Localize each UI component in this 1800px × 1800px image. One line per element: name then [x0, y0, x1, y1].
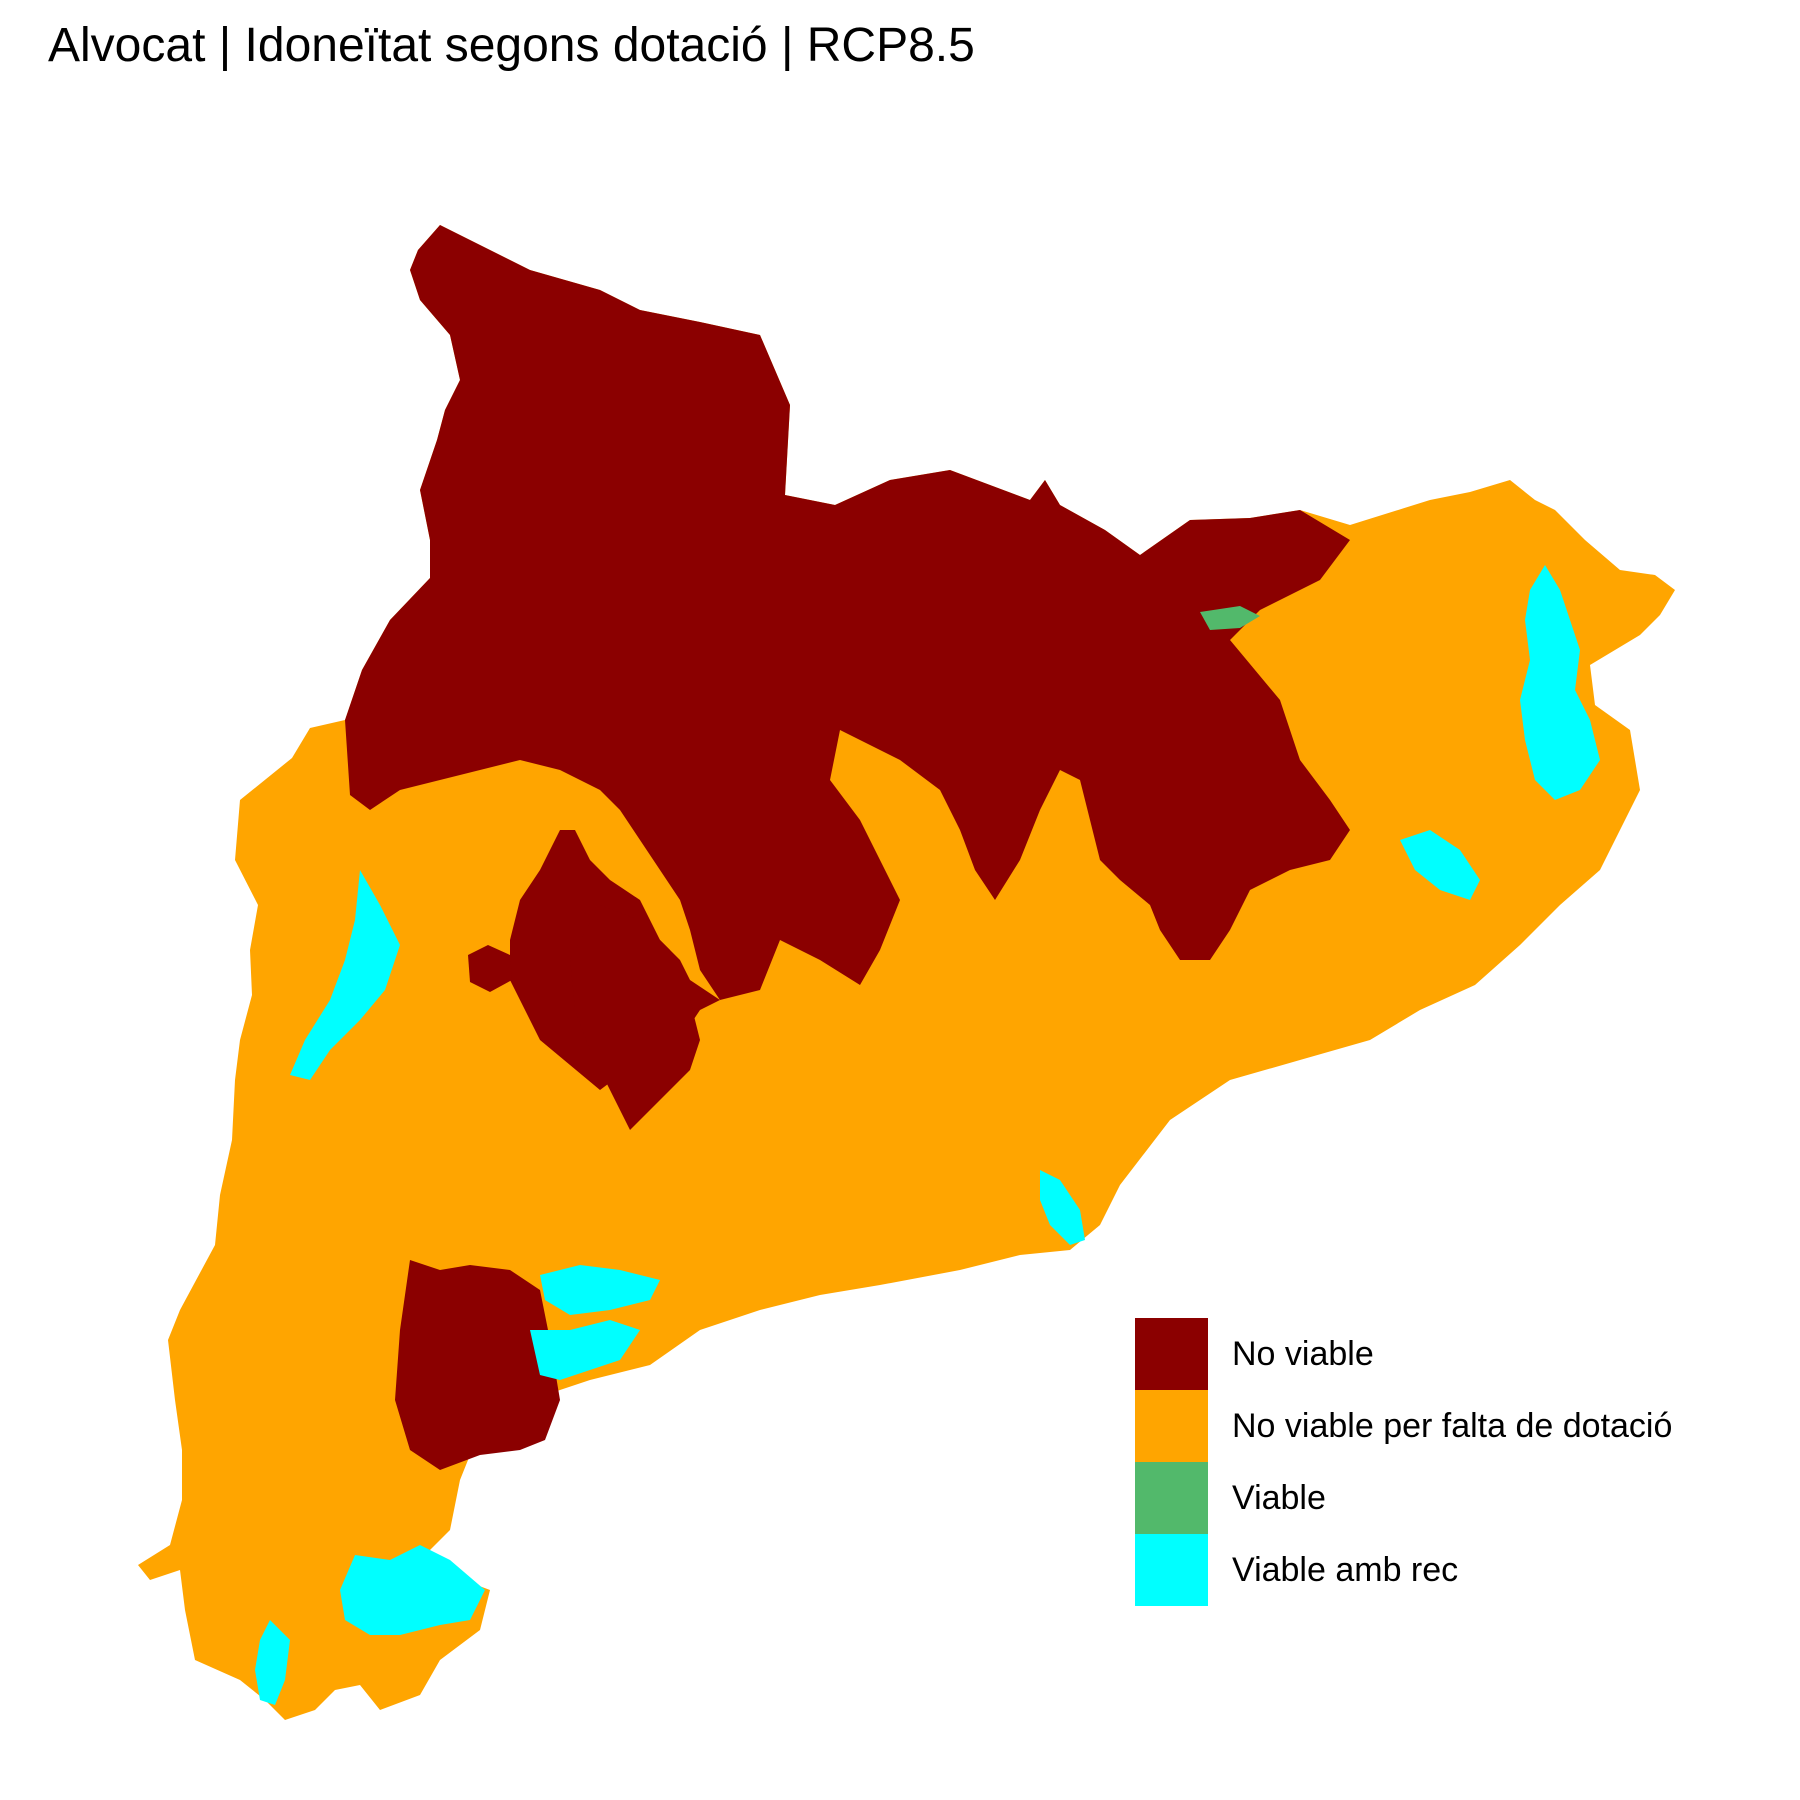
legend-item: No viable per falta de dotació: [1135, 1390, 1672, 1462]
region-viable-amb-rec-delta: [340, 1545, 485, 1635]
region-no-viable-west: [468, 945, 512, 992]
region-no-viable-south: [395, 1260, 560, 1470]
legend: No viable No viable per falta de dotació…: [1135, 1318, 1672, 1606]
legend-label: No viable: [1232, 1334, 1374, 1373]
region-viable-amb-rec-east: [1400, 830, 1480, 900]
region-no-viable-north: [345, 225, 1350, 1090]
map-title: Alvocat | Idoneïtat segons dotació | RCP…: [48, 19, 975, 72]
region-viable-amb-rec-coast-east: [1040, 1170, 1085, 1245]
legend-item: No viable: [1135, 1318, 1672, 1390]
region-viable-amb-rec-west: [290, 870, 400, 1080]
legend-swatch-viable-amb-rec: [1135, 1534, 1208, 1606]
legend-label: Viable: [1232, 1478, 1326, 1517]
region-viable-amb-rec-lower-ebro: [255, 1620, 290, 1705]
region-no-viable-central: [570, 905, 700, 1130]
legend-label: No viable per falta de dotació: [1232, 1406, 1673, 1445]
region-viable-north: [1200, 606, 1260, 630]
legend-label: Viable amb rec: [1232, 1550, 1459, 1589]
legend-swatch-no-viable: [1135, 1318, 1208, 1390]
legend-swatch-viable: [1135, 1462, 1208, 1534]
legend-swatch-no-viable-per-falta-de-dotacio: [1135, 1390, 1208, 1462]
region-viable-amb-rec-coast: [530, 1320, 640, 1380]
legend-item: Viable: [1135, 1462, 1672, 1534]
region-viable-amb-rec-central-south: [540, 1265, 660, 1315]
region-viable-amb-rec-northeast: [1520, 565, 1600, 800]
legend-item: Viable amb rec: [1135, 1534, 1672, 1606]
